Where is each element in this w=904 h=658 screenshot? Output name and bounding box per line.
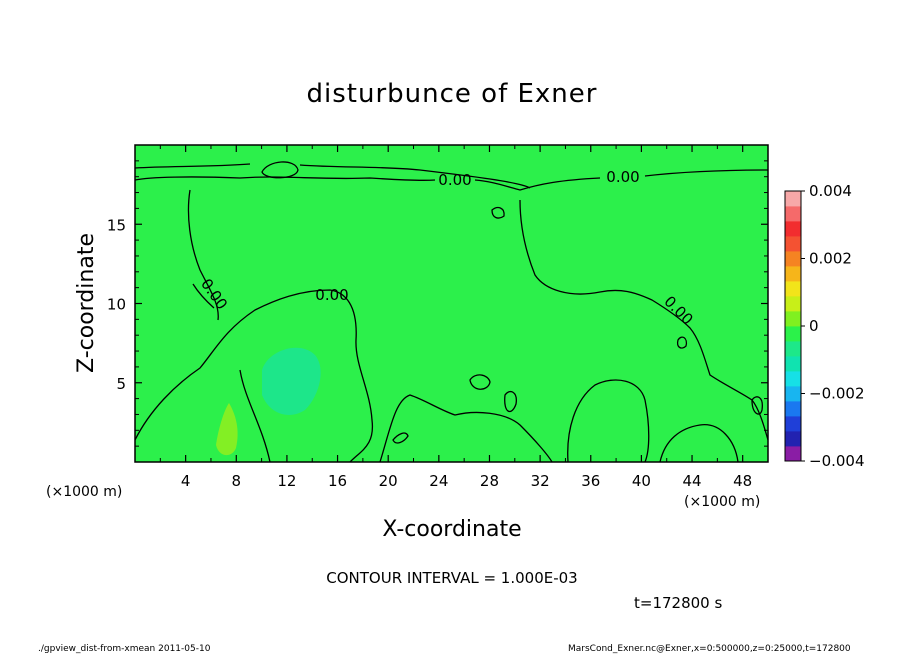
x-tick-label: 24 — [429, 472, 448, 490]
contour-right-lower — [567, 379, 739, 463]
colorbar-swatch — [785, 431, 801, 447]
colorbar-swatch — [785, 446, 801, 462]
y-tick-label: 15 — [107, 216, 126, 234]
x-tick-label: 12 — [277, 472, 296, 490]
x-unit-left: (×1000 m) — [46, 484, 122, 500]
colorbar-tick-label: −0.002 — [809, 385, 865, 403]
y-tick-label: 5 — [116, 375, 126, 393]
x-tick-label: 28 — [480, 472, 499, 490]
x-axis-label: X-coordinate — [382, 517, 521, 542]
negative-region — [262, 347, 321, 415]
contour-upper — [134, 163, 531, 189]
plot-background — [135, 145, 768, 462]
footer-right: MarsCond_Exner.nc@Exner,x=0:500000,z=0:2… — [568, 644, 851, 654]
colorbar-swatch — [785, 401, 801, 417]
colorbar-swatch — [785, 356, 801, 372]
contour-small-6 — [676, 336, 688, 349]
colorbar-swatch — [785, 266, 801, 282]
colorbar-tick-label: −0.004 — [809, 452, 865, 470]
contour-interval-text: CONTOUR INTERVAL = 1.000E-03 — [326, 569, 577, 587]
contour-label: 0.00 — [315, 286, 348, 304]
x-tick-label: 32 — [531, 472, 550, 490]
plot-area: 0.00 0.00 0.00 0.00 0.00 — [134, 144, 769, 463]
contour-main-region — [134, 189, 374, 463]
contour-mid — [239, 369, 553, 463]
footer-left: ./gpview_dist-from-xmean 2011-05-10 — [38, 644, 211, 654]
x-tick-label: 44 — [682, 472, 701, 490]
colorbar-swatch — [785, 251, 801, 267]
colorbar-swatch — [785, 221, 801, 237]
contour-lines — [134, 161, 769, 463]
y-tick-label: 10 — [107, 296, 126, 314]
x-tick-label: 16 — [328, 472, 347, 490]
chart-title: disturbunce of Exner — [307, 79, 598, 109]
time-text: t=172800 s — [634, 594, 722, 612]
y-axis-label: Z-coordinate — [74, 233, 99, 373]
contour-small-5 — [751, 396, 763, 415]
colorbar-swatch — [785, 326, 801, 342]
x-tick-label: 40 — [632, 472, 651, 490]
colorbar-swatch — [785, 206, 801, 222]
colorbar-swatch — [785, 296, 801, 312]
colorbar-swatch — [785, 311, 801, 327]
colorbar-swatch — [785, 191, 801, 207]
x-axis: 4 8 12 16 20 24 28 32 36 40 44 48 — [159, 145, 752, 490]
colorbar-swatch — [785, 341, 801, 357]
contour-labels: 0.00 0.00 0.00 0.00 0.00 — [197, 168, 697, 329]
contour-label: 0.00 — [606, 168, 639, 186]
y-axis: 5 10 15 — [107, 160, 768, 447]
colorbar-tick-label: 0.004 — [809, 182, 852, 200]
colorbar-tick-label: 0.002 — [809, 250, 852, 268]
contour-right — [519, 199, 769, 441]
colorbar-tick-label: 0 — [809, 317, 819, 335]
contour-label: 0.00 — [438, 171, 471, 189]
contour-top — [134, 169, 769, 191]
contour-small-2 — [469, 374, 491, 390]
x-tick-label: 4 — [181, 472, 191, 490]
x-tick-label: 20 — [379, 472, 398, 490]
positive-region — [216, 403, 238, 456]
colorbar-swatch — [785, 236, 801, 252]
contour-small-4 — [392, 432, 409, 444]
contour-small-3 — [504, 390, 517, 413]
x-tick-label: 8 — [232, 472, 242, 490]
x-tick-label: 48 — [733, 472, 752, 490]
contour-small-7 — [491, 206, 505, 219]
colorbar: 0.004 0.002 0 −0.002 −0.004 — [784, 182, 865, 470]
colorbar-swatch — [785, 371, 801, 387]
contour-small-1 — [261, 161, 299, 179]
colorbar-swatch — [785, 386, 801, 402]
x-unit-right: (×1000 m) — [684, 494, 760, 510]
x-tick-label: 36 — [581, 472, 600, 490]
colorbar-swatch — [785, 281, 801, 297]
colorbar-swatch — [785, 416, 801, 432]
